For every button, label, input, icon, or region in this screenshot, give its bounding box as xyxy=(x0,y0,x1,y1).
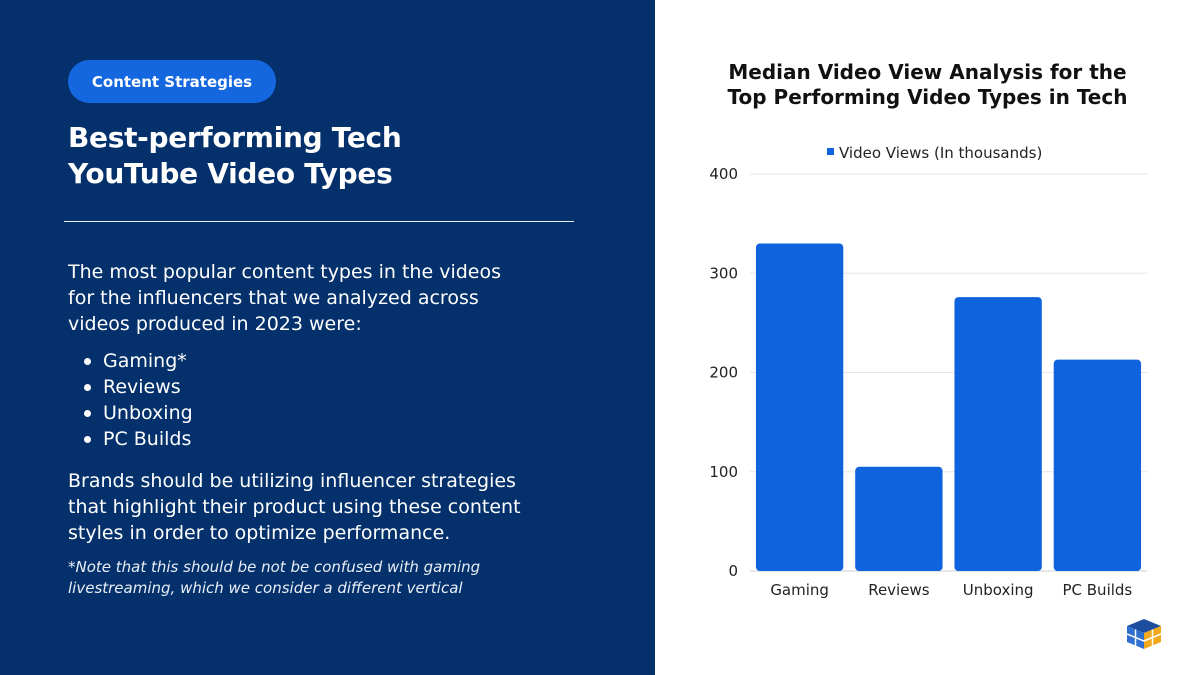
content-strategies-tag: Content Strategies xyxy=(68,60,276,103)
brand-logo-icon xyxy=(1126,619,1162,649)
list-item: Gaming* xyxy=(68,348,193,374)
x-tick-label: Gaming xyxy=(770,581,829,599)
divider xyxy=(64,221,574,222)
list-item: Unboxing xyxy=(68,400,193,426)
chart-title: Median Video View Analysis for the Top P… xyxy=(665,60,1190,110)
heading-line: YouTube Video Types xyxy=(68,157,393,190)
footnote: *Note that this should be not be confuse… xyxy=(68,557,608,599)
y-tick-label: 300 xyxy=(709,264,738,282)
bar xyxy=(954,297,1042,571)
footnote-line: livestreaming, which we consider a diffe… xyxy=(68,579,463,597)
closing-line: styles in order to optimize performance. xyxy=(68,522,451,544)
heading-line: Best-performing Tech xyxy=(68,121,402,154)
closing-line: that highlight their product using these… xyxy=(68,496,521,518)
y-tick-label: 200 xyxy=(709,364,738,382)
content-panel: Content Strategies Best-performing Tech … xyxy=(0,0,655,675)
bar xyxy=(755,243,844,571)
x-tick-label: PC Builds xyxy=(1062,581,1132,599)
intro-line: videos produced in 2023 were: xyxy=(68,313,362,335)
chart-title-line: Median Video View Analysis for the xyxy=(728,60,1127,84)
legend-swatch xyxy=(827,148,834,155)
y-tick-label: 400 xyxy=(709,165,738,183)
x-tick-label: Reviews xyxy=(868,581,930,599)
recommendation-paragraph: Brands should be utilizing influencer st… xyxy=(68,468,598,546)
intro-line: The most popular content types in the vi… xyxy=(68,261,502,283)
intro-paragraph: The most popular content types in the vi… xyxy=(68,259,588,337)
list-item: Reviews xyxy=(68,374,193,400)
y-tick-label: 100 xyxy=(709,463,738,481)
footnote-line: *Note that this should be not be confuse… xyxy=(68,558,481,576)
closing-line: Brands should be utilizing influencer st… xyxy=(68,470,516,492)
chart-title-line: Top Performing Video Types in Tech xyxy=(727,85,1128,109)
bar xyxy=(1053,359,1142,571)
intro-line: for the influencers that we analyzed acr… xyxy=(68,287,479,309)
y-tick-label: 0 xyxy=(728,562,738,580)
x-tick-label: Unboxing xyxy=(963,581,1034,599)
bar xyxy=(855,466,943,571)
content-type-list: Gaming* Reviews Unboxing PC Builds xyxy=(68,348,193,452)
legend-label: Video Views (In thousands) xyxy=(839,144,1042,162)
bar-chart: 0 100 200 300 400 Gaming Reviews Unboxing PC Bui… xyxy=(709,144,1147,599)
list-item: PC Builds xyxy=(68,426,193,452)
page-heading: Best-performing Tech YouTube Video Types xyxy=(68,120,588,192)
